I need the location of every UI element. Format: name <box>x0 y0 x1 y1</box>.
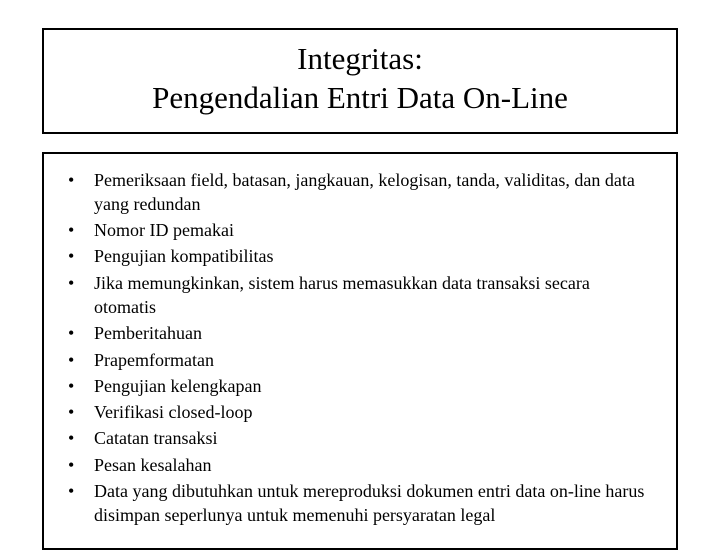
bullet-text: Verifikasi closed-loop <box>94 400 652 424</box>
title-line-2: Pengendalian Entri Data On-Line <box>64 79 656 118</box>
list-item: • Data yang dibutuhkan untuk mereproduks… <box>68 479 652 528</box>
bullet-icon: • <box>68 218 94 242</box>
bullet-text: Pengujian kompatibilitas <box>94 244 652 268</box>
bullet-text: Data yang dibutuhkan untuk mereproduksi … <box>94 479 652 528</box>
bullet-list: • Pemeriksaan field, batasan, jangkauan,… <box>68 168 652 528</box>
list-item: • Verifikasi closed-loop <box>68 400 652 424</box>
title-box: Integritas: Pengendalian Entri Data On-L… <box>42 28 678 134</box>
bullet-icon: • <box>68 348 94 372</box>
bullet-text: Jika memungkinkan, sistem harus memasukk… <box>94 271 652 320</box>
bullet-text: Catatan transaksi <box>94 426 652 450</box>
list-item: • Catatan transaksi <box>68 426 652 450</box>
bullet-text: Pemberitahuan <box>94 321 652 345</box>
bullet-text: Pengujian kelengkapan <box>94 374 652 398</box>
bullet-icon: • <box>68 244 94 268</box>
bullet-text: Nomor ID pemakai <box>94 218 652 242</box>
list-item: • Pengujian kompatibilitas <box>68 244 652 268</box>
bullet-icon: • <box>68 400 94 424</box>
bullet-icon: • <box>68 479 94 503</box>
list-item: • Prapemformatan <box>68 348 652 372</box>
bullet-icon: • <box>68 271 94 295</box>
list-item: • Jika memungkinkan, sistem harus memasu… <box>68 271 652 320</box>
list-item: • Pemberitahuan <box>68 321 652 345</box>
bullet-text: Prapemformatan <box>94 348 652 372</box>
bullet-icon: • <box>68 168 94 192</box>
bullet-icon: • <box>68 426 94 450</box>
bullet-icon: • <box>68 321 94 345</box>
list-item: • Pengujian kelengkapan <box>68 374 652 398</box>
list-item: • Nomor ID pemakai <box>68 218 652 242</box>
bullet-text: Pesan kesalahan <box>94 453 652 477</box>
bullet-icon: • <box>68 453 94 477</box>
bullet-icon: • <box>68 374 94 398</box>
list-item: • Pemeriksaan field, batasan, jangkauan,… <box>68 168 652 217</box>
bullet-text: Pemeriksaan field, batasan, jangkauan, k… <box>94 168 652 217</box>
title-line-1: Integritas: <box>64 40 656 79</box>
content-box: • Pemeriksaan field, batasan, jangkauan,… <box>42 152 678 550</box>
list-item: • Pesan kesalahan <box>68 453 652 477</box>
